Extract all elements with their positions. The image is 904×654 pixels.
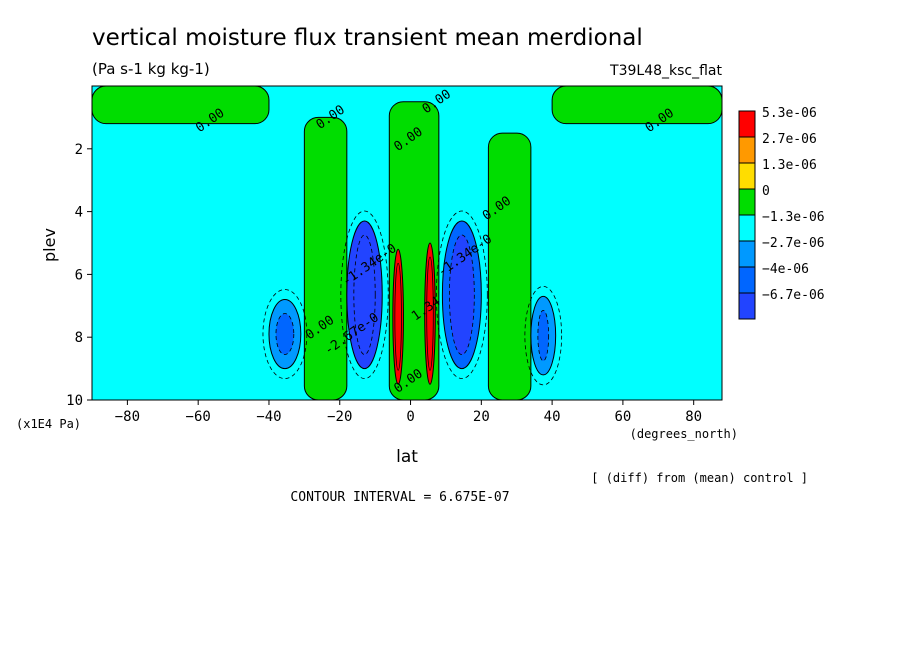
- legend-label: −1.3e-06: [762, 210, 825, 225]
- x-tick-label: 0: [406, 409, 414, 425]
- contour-region: [551, 85, 723, 125]
- legend-swatch: [738, 214, 756, 242]
- legend-label: 0: [762, 184, 770, 199]
- plot-area: [91, 85, 723, 401]
- contour-region: [487, 132, 532, 401]
- x-tick-label: 80: [685, 409, 702, 425]
- y-axis-label: plev: [40, 228, 59, 262]
- axes: −80 −60 −40 −20 0 20 40 60 80 2 4 6 8 10: [66, 142, 702, 425]
- legend-swatch: [738, 266, 756, 294]
- dashed-contour: [340, 210, 389, 379]
- x-tick-label: −40: [256, 409, 281, 425]
- legend-label: −4e-06: [762, 262, 809, 277]
- legend-label: −2.7e-06: [762, 236, 825, 251]
- inner-contour: [537, 309, 550, 362]
- chart-title: vertical moisture flux transient mean me…: [92, 25, 643, 51]
- inner-contour: [394, 262, 402, 371]
- y-tick-label: 6: [75, 267, 83, 283]
- legend-label: 2.7e-06: [762, 132, 817, 147]
- legend-swatch: [738, 136, 756, 164]
- y-tick-label: 4: [75, 205, 83, 221]
- plot-frame: [91, 85, 723, 401]
- x-axis-label: lat: [396, 447, 418, 467]
- x-tick-label: −60: [186, 409, 211, 425]
- contour-region: [91, 85, 270, 125]
- dashed-contour: [524, 285, 563, 386]
- run-label: T39L48_ksc_flat: [609, 63, 722, 79]
- legend-label: 5.3e-06: [762, 106, 817, 121]
- inner-contour: [275, 313, 295, 355]
- y-tick-label: 10: [66, 393, 83, 409]
- legend-swatch: [738, 188, 756, 216]
- legend-label: −6.7e-06: [762, 288, 825, 303]
- x-axis-units: (degrees_north): [630, 427, 738, 441]
- x-tick-label: 60: [614, 409, 631, 425]
- color-legend: 5.3e-06 2.7e-06 1.3e-06 0 −1.3e-06 −2.7e-06 −4…: [738, 106, 825, 320]
- dashed-contour: [262, 289, 308, 379]
- legend-swatch: [738, 240, 756, 268]
- legend-swatch: [738, 162, 756, 190]
- inner-contour: [426, 256, 434, 371]
- contour-region: [303, 116, 348, 401]
- legend-swatch: [738, 292, 756, 320]
- inner-contour: [448, 234, 475, 355]
- dashed-contour: [435, 210, 488, 379]
- chart-subtitle: (Pa s-1 kg kg-1): [92, 60, 210, 78]
- y-axis-units: (x1E4 Pa): [16, 417, 81, 431]
- diff-note: [ (diff) from (mean) control ]: [591, 471, 808, 485]
- legend-label: 1.3e-06: [762, 158, 817, 173]
- inner-contour: [353, 234, 376, 355]
- legend-swatch: [738, 110, 756, 138]
- contour-interval: CONTOUR INTERVAL = 6.675E-07: [290, 490, 509, 505]
- x-tick-label: −20: [327, 409, 352, 425]
- x-tick-label: 40: [544, 409, 561, 425]
- x-tick-label: 20: [473, 409, 490, 425]
- y-tick-label: 2: [75, 142, 83, 158]
- x-tick-label: −80: [115, 409, 140, 425]
- y-tick-label: 8: [75, 330, 83, 346]
